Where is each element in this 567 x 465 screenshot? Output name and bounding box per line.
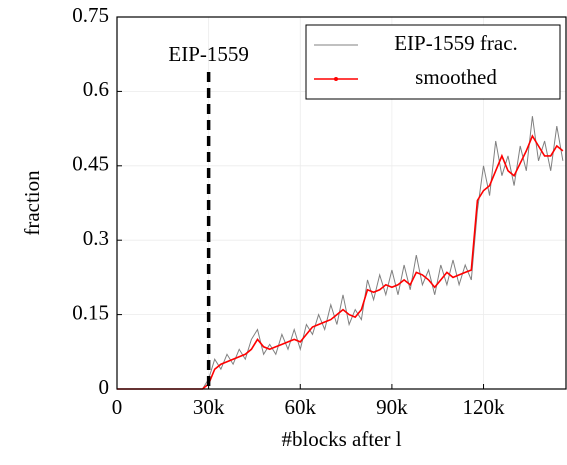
legend-label: smoothed	[415, 65, 497, 89]
x-tick-label: 60k	[285, 395, 317, 419]
x-tick-label: 120k	[463, 395, 506, 419]
annotation-label: EIP-1559	[168, 42, 249, 66]
x-tick-label: 90k	[376, 395, 408, 419]
y-tick-label: 0	[99, 375, 110, 399]
y-tick-label: 0.15	[72, 300, 109, 324]
legend-label: EIP-1559 frac.	[394, 31, 518, 55]
series-line	[117, 134, 564, 390]
y-tick-label: 0.3	[83, 226, 109, 250]
x-tick-label: 30k	[193, 395, 225, 419]
legend-marker	[334, 77, 338, 81]
series-line	[117, 116, 564, 390]
y-tick-label: 0.75	[72, 3, 109, 27]
y-tick-label: 0.6	[83, 77, 109, 101]
plot-frame	[116, 16, 567, 390]
y-tick-label: 0.45	[72, 152, 109, 176]
x-axis-label: #blocks after l	[281, 427, 401, 451]
y-axis-label: fraction	[20, 170, 44, 236]
x-tick-label: 0	[112, 395, 123, 419]
legend-box	[305, 24, 561, 100]
